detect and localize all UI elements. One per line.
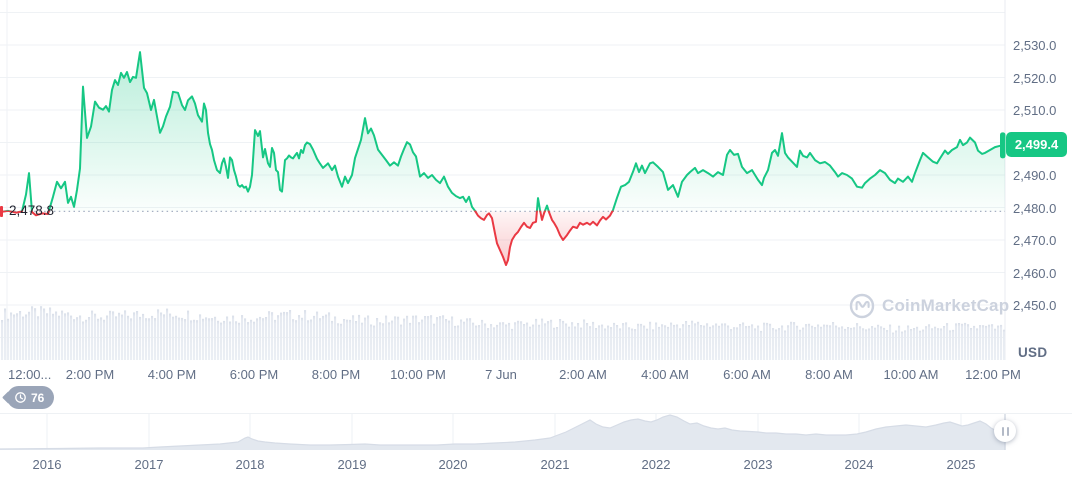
currency-unit-label: USD: [1018, 345, 1048, 360]
timeline-year-label: 2019: [337, 457, 367, 472]
x-axis-label: 7 Jun: [485, 367, 517, 382]
volume-bars: [1, 306, 1006, 360]
x-axis-label: 10:00 AM: [883, 367, 939, 382]
x-axis-label: 6:00 PM: [229, 367, 279, 382]
range-handle[interactable]: [994, 420, 1016, 442]
minimap-area: [0, 415, 1005, 450]
y-axis-label: 2,510.0: [1013, 103, 1057, 118]
timeline-year-label: 2020: [438, 457, 468, 472]
open-price-marker: [0, 206, 3, 217]
y-axis-label: 2,490.0: [1013, 168, 1057, 183]
price-line-up: [0, 51, 1005, 213]
coinmarketcap-logo-icon: [849, 293, 875, 319]
timeline-year-label: 2024: [844, 457, 874, 472]
x-axis-label: 4:00 AM: [641, 367, 689, 382]
timeline-year-label: 2017: [134, 457, 164, 472]
y-axis-label: 2,530.0: [1013, 38, 1057, 53]
current-price-badge: 2,499.4: [1006, 132, 1067, 157]
y-axis-label: 2,470.0: [1013, 233, 1057, 248]
timeline-year-label: 2016: [32, 457, 62, 472]
price-area-down: [0, 211, 1005, 265]
minimap-area-edge: [0, 414, 1006, 450]
x-axis-label: 8:00 PM: [311, 367, 361, 382]
history-events-count: 76: [31, 390, 45, 405]
x-axis-label: 2:00 PM: [65, 367, 115, 382]
y-axis-label: 2,450.0: [1013, 298, 1057, 313]
x-axis-label: 2:00 AM: [559, 367, 607, 382]
x-axis-label: 4:00 PM: [147, 367, 197, 382]
x-axis-label: 6:00 AM: [723, 367, 771, 382]
y-axis-label: 2,460.0: [1013, 266, 1057, 281]
timeline-year-label: 2023: [743, 457, 773, 472]
history-events-badge[interactable]: 76: [7, 386, 55, 409]
y-axis-label: 2,520.0: [1013, 71, 1057, 86]
coinmarketcap-watermark: CoinMarketCap: [849, 293, 1009, 319]
timeline-year-label: 2022: [641, 457, 671, 472]
timeline-year-label: 2021: [540, 457, 570, 472]
x-axis-label: 8:00 AM: [805, 367, 853, 382]
timeline-year-label: 2025: [946, 457, 976, 472]
timeline-minimap[interactable]: [0, 413, 1072, 455]
watermark-text: CoinMarketCap: [882, 296, 1010, 315]
current-price-value: 2,499.4: [1014, 137, 1059, 152]
timeline-year-label: 2018: [235, 457, 265, 472]
x-axis-label: 12:00 PM: [965, 367, 1021, 382]
baseline-price-label: 2,478.8: [9, 203, 55, 218]
y-axis-label: 2,480.0: [1013, 201, 1057, 216]
last-price-tick: [1000, 132, 1006, 159]
x-axis-label: 12:00...: [8, 367, 52, 382]
history-clock-icon: [14, 391, 27, 404]
price-area-up: [4, 52, 1005, 212]
x-axis-label: 10:00 PM: [390, 367, 446, 382]
main-chart-plot[interactable]: [0, 0, 1072, 362]
